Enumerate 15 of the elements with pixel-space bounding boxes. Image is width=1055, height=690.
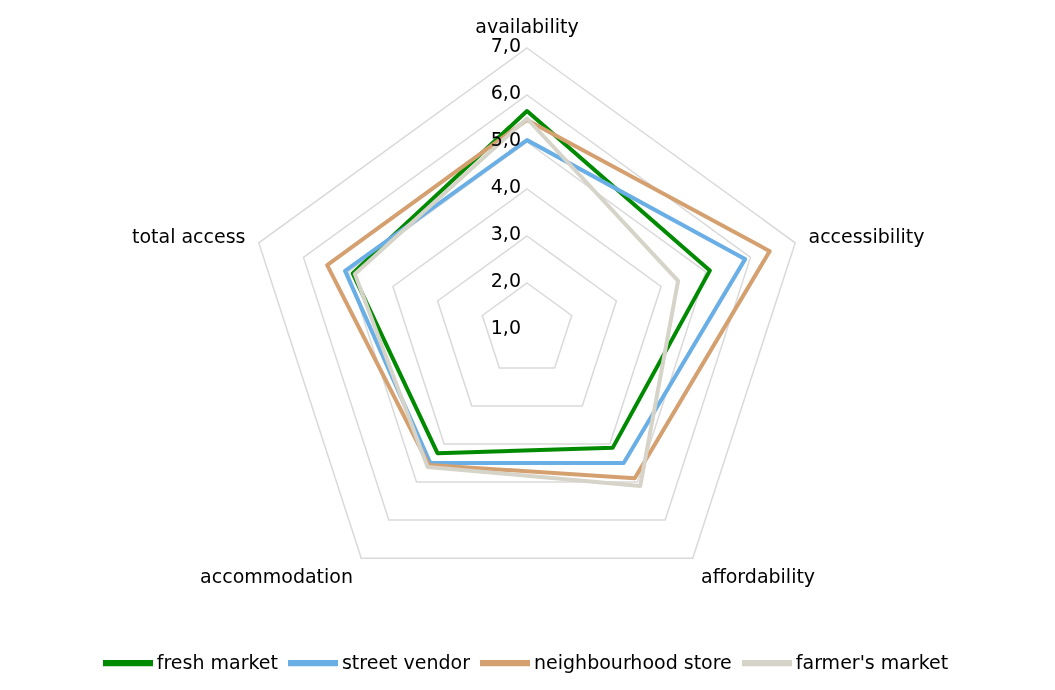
legend-label: fresh market xyxy=(156,650,278,673)
y-tick-label: 3,0 xyxy=(490,222,521,244)
y-tick-label: 7,0 xyxy=(490,34,521,56)
legend-label: street vendor xyxy=(341,650,471,673)
spoke-label: accommodation xyxy=(200,564,354,587)
spoke-label: total access xyxy=(131,225,246,248)
spoke-label: affordability xyxy=(700,564,816,587)
legend-label: farmer's market xyxy=(795,650,949,673)
y-tick-label: 1,0 xyxy=(490,316,521,338)
spoke-label: availability xyxy=(475,15,579,37)
legend-label: neighbourhood store xyxy=(534,650,732,673)
y-tick-label: 4,0 xyxy=(490,175,521,197)
y-tick-label: 2,0 xyxy=(490,269,521,291)
y-tick-label: 6,0 xyxy=(490,81,521,103)
spoke-label: accessibility xyxy=(808,225,925,248)
